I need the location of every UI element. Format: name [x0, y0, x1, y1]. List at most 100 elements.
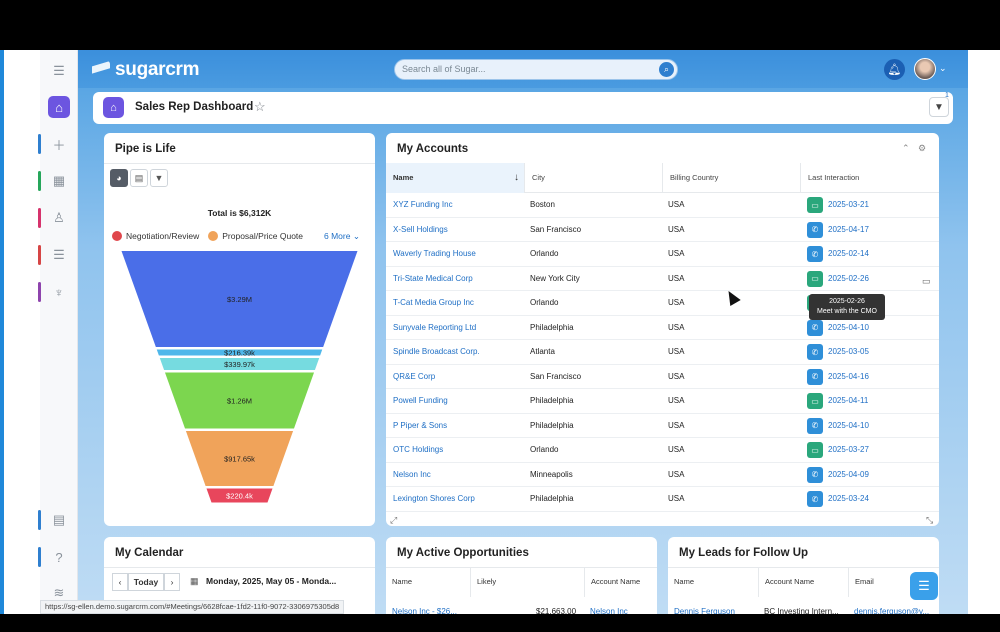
call-icon[interactable]: ✆: [807, 246, 823, 262]
contacts-icon[interactable]: ♙: [53, 210, 65, 225]
opportunities-icon[interactable]: ♆: [54, 284, 64, 300]
last-interaction-link[interactable]: 2025-04-11: [828, 396, 869, 405]
funnel-segment[interactable]: [164, 372, 315, 429]
opportunity-name-link[interactable]: Nelson Inc - $26...: [392, 607, 457, 614]
quick-actions-menu-icon[interactable]: ☰: [910, 572, 938, 600]
collapse-icon[interactable]: ⌃: [902, 143, 910, 153]
call-icon[interactable]: ✆: [807, 491, 823, 507]
column-header-last-interaction[interactable]: Last Interaction: [800, 163, 939, 193]
table-row[interactable]: X-Sell Holdings San Francisco USA ✆ 2025-04-…: [386, 218, 939, 242]
next-arrow-icon[interactable]: ›: [164, 573, 180, 591]
funnel-icon[interactable]: ☰: [53, 247, 65, 262]
table-row[interactable]: Nelson Inc Minneapolis USA ✆ 2025-04-09: [386, 463, 939, 487]
call-icon[interactable]: ✆: [807, 466, 823, 483]
table-row[interactable]: Sunyvale Reporting Ltd Philadelphia USA ✆ 20…: [386, 316, 939, 340]
funnel-segment[interactable]: [156, 349, 323, 356]
chevron-down-icon[interactable]: ⌄: [939, 63, 947, 73]
table-row[interactable]: Powell Funding Philadelphia USA ▭ 2025-04-11: [386, 389, 939, 414]
call-icon[interactable]: ✆: [807, 319, 823, 336]
notifications-bell-icon[interactable]: 🔔︎: [884, 59, 905, 80]
help-icon[interactable]: ?: [55, 549, 63, 565]
table-row[interactable]: P Piper & Sons Philadelphia USA ✆ 2025-04-10: [386, 414, 939, 438]
sort-descending-icon[interactable]: ↓: [514, 172, 519, 183]
account-name-link[interactable]: T-Cat Media Group Inc: [393, 298, 474, 307]
today-button[interactable]: Today: [128, 573, 164, 591]
last-interaction-link[interactable]: 2025-03-05: [828, 347, 869, 356]
global-search[interactable]: Search all of Sugar... ⌕: [394, 59, 678, 80]
legend-label-proposal[interactable]: Proposal/Price Quote: [222, 231, 304, 241]
column-header-name[interactable]: Name ↓: [386, 163, 524, 193]
legend-more-link[interactable]: 6 More ⌄: [324, 231, 360, 242]
column-header-city[interactable]: City: [524, 163, 662, 193]
call-icon[interactable]: ✆: [807, 344, 823, 360]
column-header-account-name[interactable]: Account Name: [584, 567, 657, 597]
accounts-icon[interactable]: ▦: [52, 173, 66, 188]
last-interaction-link[interactable]: 2025-02-26: [828, 273, 869, 283]
account-name-link[interactable]: Nelson Inc: [393, 469, 431, 479]
meeting-icon[interactable]: ▭: [807, 393, 823, 409]
table-row[interactable]: OTC Holdings Orlando USA ▭ 2025-03-27: [386, 438, 939, 463]
column-header-account-name[interactable]: Account Name: [758, 567, 848, 597]
settings-gear-icon[interactable]: ⚙: [918, 143, 927, 153]
last-interaction-link[interactable]: 2025-03-21: [828, 200, 869, 209]
meeting-icon[interactable]: ▭: [807, 197, 823, 213]
legend-label-negotiation[interactable]: Negotiation/Review: [126, 231, 200, 241]
account-name-link[interactable]: Spindle Broadcast Corp.: [393, 347, 480, 356]
search-icon[interactable]: ⌕: [659, 62, 674, 77]
account-name-link[interactable]: XYZ Funding Inc: [393, 200, 453, 209]
sugarcrm-logo[interactable]: sugarcrm: [92, 59, 200, 81]
document-icon[interactable]: ▤: [52, 512, 66, 527]
funnel-segment[interactable]: [185, 431, 294, 486]
column-header-billing-country[interactable]: Billing Country: [662, 163, 800, 193]
plus-icon[interactable]: ＋: [52, 137, 66, 153]
resize-icon[interactable]: ⤢: [390, 515, 398, 525]
funnel-segment[interactable]: [159, 358, 320, 370]
account-name-link[interactable]: Lexington Shores Corp: [393, 494, 475, 503]
funnel-segment[interactable]: [121, 251, 358, 347]
table-row[interactable]: Spindle Broadcast Corp. Atlanta USA ✆ 2025-0…: [386, 340, 939, 365]
table-view-icon[interactable]: ▤: [130, 169, 148, 187]
call-icon[interactable]: ✆: [807, 368, 823, 385]
hamburger-icon[interactable]: ☰: [53, 63, 65, 78]
opportunity-account-link[interactable]: Nelson Inc: [590, 607, 628, 614]
account-name-link[interactable]: X-Sell Holdings: [393, 224, 448, 234]
account-name-link[interactable]: Waverly Trading House: [393, 249, 476, 258]
table-row[interactable]: XYZ Funding Inc Boston USA ▭ 2025-03-21: [386, 193, 939, 218]
lead-email-link[interactable]: dennis.ferguson@v...: [854, 607, 930, 614]
expand-icon[interactable]: ⤡: [926, 515, 934, 525]
call-icon[interactable]: ✆: [807, 221, 823, 238]
call-icon[interactable]: ✆: [807, 417, 823, 434]
last-interaction-link[interactable]: 2025-04-10: [828, 420, 869, 430]
funnel-segment[interactable]: [206, 488, 273, 503]
account-name-link[interactable]: Powell Funding: [393, 396, 448, 405]
last-interaction-link[interactable]: 2025-02-14: [828, 249, 869, 258]
last-interaction-link[interactable]: 2025-04-10: [828, 322, 869, 332]
account-name-link[interactable]: Tri-State Medical Corp: [393, 273, 473, 283]
table-row[interactable]: QR&E Corp San Francisco USA ✆ 2025-04-16: [386, 365, 939, 389]
account-name-link[interactable]: OTC Holdings: [393, 445, 444, 454]
lead-name-link[interactable]: Dennis Ferguson: [674, 607, 735, 614]
meeting-icon[interactable]: ▭: [807, 442, 823, 458]
last-interaction-link[interactable]: 2025-03-24: [828, 494, 869, 503]
account-name-link[interactable]: QR&E Corp: [393, 371, 436, 381]
column-header-name[interactable]: Name: [392, 577, 413, 586]
previous-arrow-icon[interactable]: ‹: [112, 573, 128, 591]
chart-view-icon[interactable]: ◕: [110, 169, 128, 187]
table-row[interactable]: Tri-State Medical Corp New York City USA ▭ 2…: [386, 267, 939, 291]
favorite-star-icon[interactable]: ☆: [254, 99, 266, 114]
home-icon[interactable]: ⌂: [48, 96, 70, 118]
row-action-icon[interactable]: ▭: [922, 276, 931, 286]
account-name-link[interactable]: P Piper & Sons: [393, 420, 448, 430]
account-name-link[interactable]: Sunyvale Reporting Ltd: [393, 322, 477, 332]
meeting-icon[interactable]: ▭: [807, 270, 823, 287]
last-interaction-link[interactable]: 2025-04-09: [828, 469, 869, 479]
table-row[interactable]: Lexington Shores Corp Philadelphia USA ✆ 202…: [386, 487, 939, 512]
last-interaction-link[interactable]: 2025-03-27: [828, 445, 869, 454]
last-interaction-link[interactable]: 2025-04-17: [828, 224, 869, 234]
column-header-name[interactable]: Name: [674, 577, 695, 586]
table-row[interactable]: Waverly Trading House Orlando USA ✆ 2025-02-…: [386, 242, 939, 267]
column-header-likely[interactable]: Likely: [470, 567, 584, 597]
dashboard-filter-button[interactable]: ▼: [929, 97, 949, 117]
layers-icon[interactable]: ≋: [53, 585, 65, 600]
column-header-email[interactable]: Email: [848, 567, 939, 597]
